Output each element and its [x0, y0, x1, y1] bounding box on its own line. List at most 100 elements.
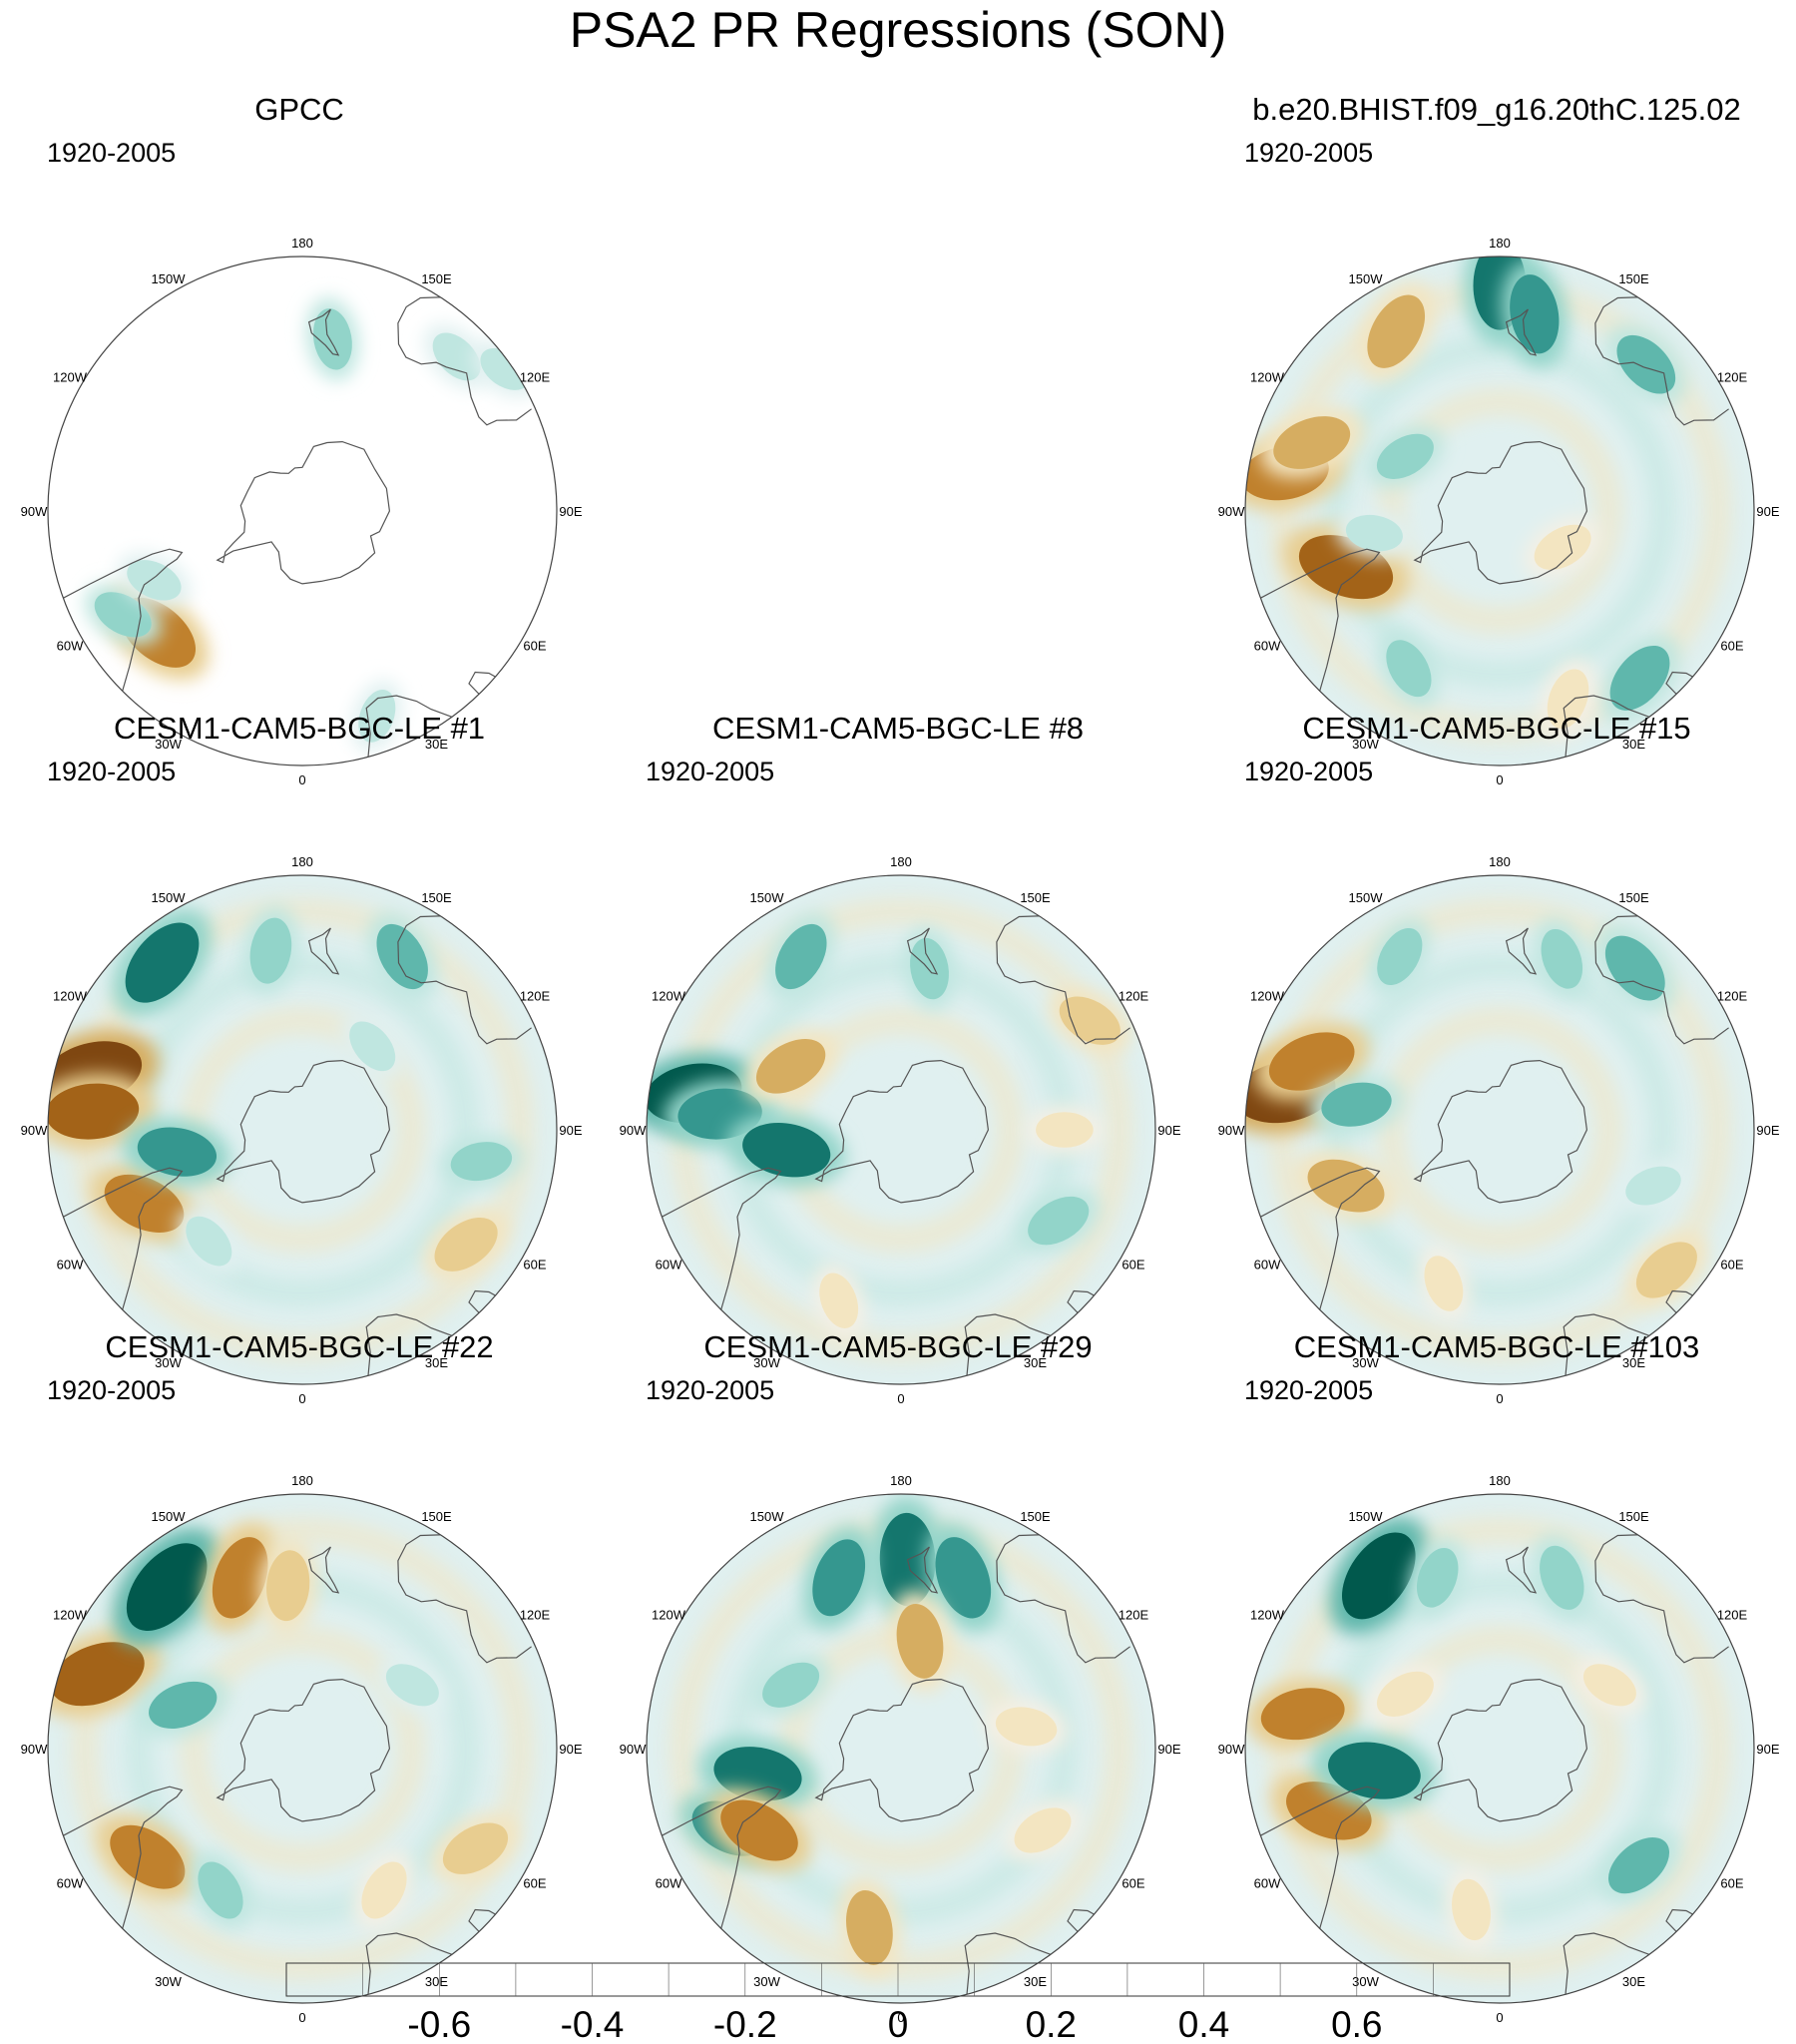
lon-label: 90E — [1756, 504, 1779, 519]
map-boundary — [1244, 256, 1755, 766]
polar-map: 0 30E 60E 90E 120E 150E 180 150W 120W 90W 60W 30W — [21, 236, 583, 787]
anomaly-blob — [910, 937, 949, 1000]
coastline-south-america — [63, 548, 184, 692]
map-panel-le8: CESM1-CAM5-BGC-LE #8 1920-2005 0 30E 60E 90E 1… — [599, 709, 1197, 1406]
lon-label: 30W — [1352, 1974, 1379, 1989]
lon-label: 90W — [1218, 1123, 1245, 1138]
map-background — [647, 875, 1155, 1384]
lon-label: 30E — [425, 737, 448, 752]
lon-label: 90W — [21, 1123, 48, 1138]
anomaly-blob — [94, 592, 152, 638]
anomaly-blob — [1582, 1664, 1636, 1707]
colorbar-tick-label: 0 — [888, 2004, 909, 2044]
colorbar-tick-label: -0.4 — [561, 2004, 625, 2044]
anomaly-blob — [442, 1822, 509, 1874]
coastline-africa — [365, 695, 453, 758]
lon-label: 120W — [53, 989, 88, 1004]
lon-label: 30E — [1622, 737, 1645, 752]
polar-map: 0 30E 60E 90E 120E 150E 180 150W 120W 90W 60W 30W — [620, 1473, 1181, 2025]
coastline-antarctica — [814, 1678, 990, 1822]
anomaly-blob — [358, 690, 396, 743]
lon-label: 60E — [1720, 1258, 1743, 1273]
anomaly-blob — [846, 1889, 893, 1965]
coastline-antarctica — [216, 440, 391, 585]
lon-label: 60W — [1254, 1258, 1281, 1273]
coastline-africa — [964, 1932, 1052, 1995]
lon-label: 90E — [559, 1123, 582, 1138]
lon-label: 180 — [890, 854, 912, 869]
lon-label: 30W — [753, 1974, 780, 1989]
anomaly-blob — [935, 1537, 992, 1619]
map-boundary — [47, 256, 558, 766]
lon-label: 60W — [57, 1258, 84, 1273]
anomaly-blob — [137, 1127, 218, 1177]
anomaly-blob — [1377, 928, 1423, 985]
panel-title: CESM1-CAM5-BGC-LE #22 — [105, 1329, 494, 1364]
lon-label: 120E — [1119, 1608, 1149, 1623]
anomaly-blob — [1452, 1878, 1491, 1941]
coastline-new-zealand — [307, 308, 340, 356]
panel-period: 1920-2005 — [1244, 1375, 1374, 1405]
map-panel-le1: CESM1-CAM5-BGC-LE #1 1920-2005 0 30E 60E 90E 1… — [0, 709, 599, 1406]
panel-period: 1920-2005 — [47, 138, 177, 168]
anomaly-blob — [1376, 1671, 1434, 1718]
lon-label: 0 — [1496, 1391, 1503, 1406]
figure-title: PSA2 PR Regressions (SON) — [569, 2, 1227, 58]
panel-title: CESM1-CAM5-BGC-LE #1 — [113, 711, 486, 746]
lon-label: 30E — [425, 1974, 448, 1989]
coastline-australia — [397, 1533, 532, 1664]
anomaly-band — [179, 1625, 426, 1872]
coastline-south-america — [662, 1786, 782, 1929]
lon-label: 120E — [520, 370, 551, 385]
panel-title: GPCC — [254, 92, 344, 127]
colorbar-tick-label: -0.6 — [407, 2004, 471, 2044]
colorbar-tick-label: 0.4 — [1178, 2004, 1229, 2044]
anomaly-blob — [434, 1217, 498, 1272]
anomaly-blob — [1424, 1256, 1464, 1311]
lon-label: 150W — [1349, 890, 1384, 905]
lon-label: 150W — [152, 271, 187, 286]
map-background — [1245, 875, 1754, 1384]
anomaly-blob — [1547, 669, 1589, 730]
lon-label: 30E — [1024, 1974, 1047, 1989]
coastline-new-zealand — [307, 1546, 340, 1594]
lon-label: 180 — [1489, 236, 1511, 251]
map-panel-le15: CESM1-CAM5-BGC-LE #15 1920-2005 0 30E 60E 90E… — [1197, 709, 1796, 1406]
polar-map: 0 30E 60E 90E 120E 150E 180 150W 120W 90W 60W 30W — [1218, 854, 1780, 1406]
anomaly-blob — [361, 1861, 407, 1919]
anomaly-blob — [1268, 1032, 1355, 1091]
lon-label: 150W — [152, 1509, 187, 1524]
lon-label: 150E — [1618, 1509, 1649, 1524]
anomaly-blob — [1604, 935, 1665, 1001]
anomaly-blob — [812, 1539, 866, 1617]
anomaly-blob — [1367, 294, 1426, 368]
colorbar-tick-label: 0.2 — [1026, 2004, 1077, 2044]
anomaly-blob — [266, 1550, 310, 1622]
lon-label: 90E — [559, 1742, 582, 1757]
anomaly-blob — [450, 1142, 513, 1182]
lon-label: 0 — [897, 1391, 904, 1406]
anomaly-blob — [1307, 1159, 1385, 1213]
lon-label: 180 — [291, 1473, 313, 1488]
anomaly-blob — [432, 332, 481, 381]
coastline-africa — [964, 1313, 1052, 1376]
coastline-south-america — [1260, 1167, 1381, 1310]
panel-period: 1920-2005 — [47, 1375, 177, 1405]
lon-label: 60W — [656, 1876, 682, 1891]
coastline-australia — [397, 295, 532, 426]
coastline-new-zealand — [1505, 927, 1538, 975]
lon-label: 90E — [1157, 1123, 1180, 1138]
lon-label: 60W — [656, 1258, 682, 1273]
anomaly-blob — [1376, 433, 1434, 480]
coastline-australia — [996, 1533, 1130, 1664]
lon-label: 90W — [1218, 504, 1245, 519]
anomaly-band — [70, 1516, 535, 1981]
anomaly-blob — [376, 923, 428, 990]
lon-label: 120E — [1717, 989, 1748, 1004]
polar-map: 0 30E 60E 90E 120E 150E 180 150W 120W 90W 60W 30W — [21, 854, 583, 1406]
lon-label: 60E — [523, 639, 546, 654]
anomaly-blob — [755, 1038, 826, 1094]
coastline-antarctica — [1413, 1059, 1588, 1204]
polar-map: 0 30E 60E 90E 120E 150E 180 150W 120W 90W 60W 30W — [620, 854, 1181, 1406]
